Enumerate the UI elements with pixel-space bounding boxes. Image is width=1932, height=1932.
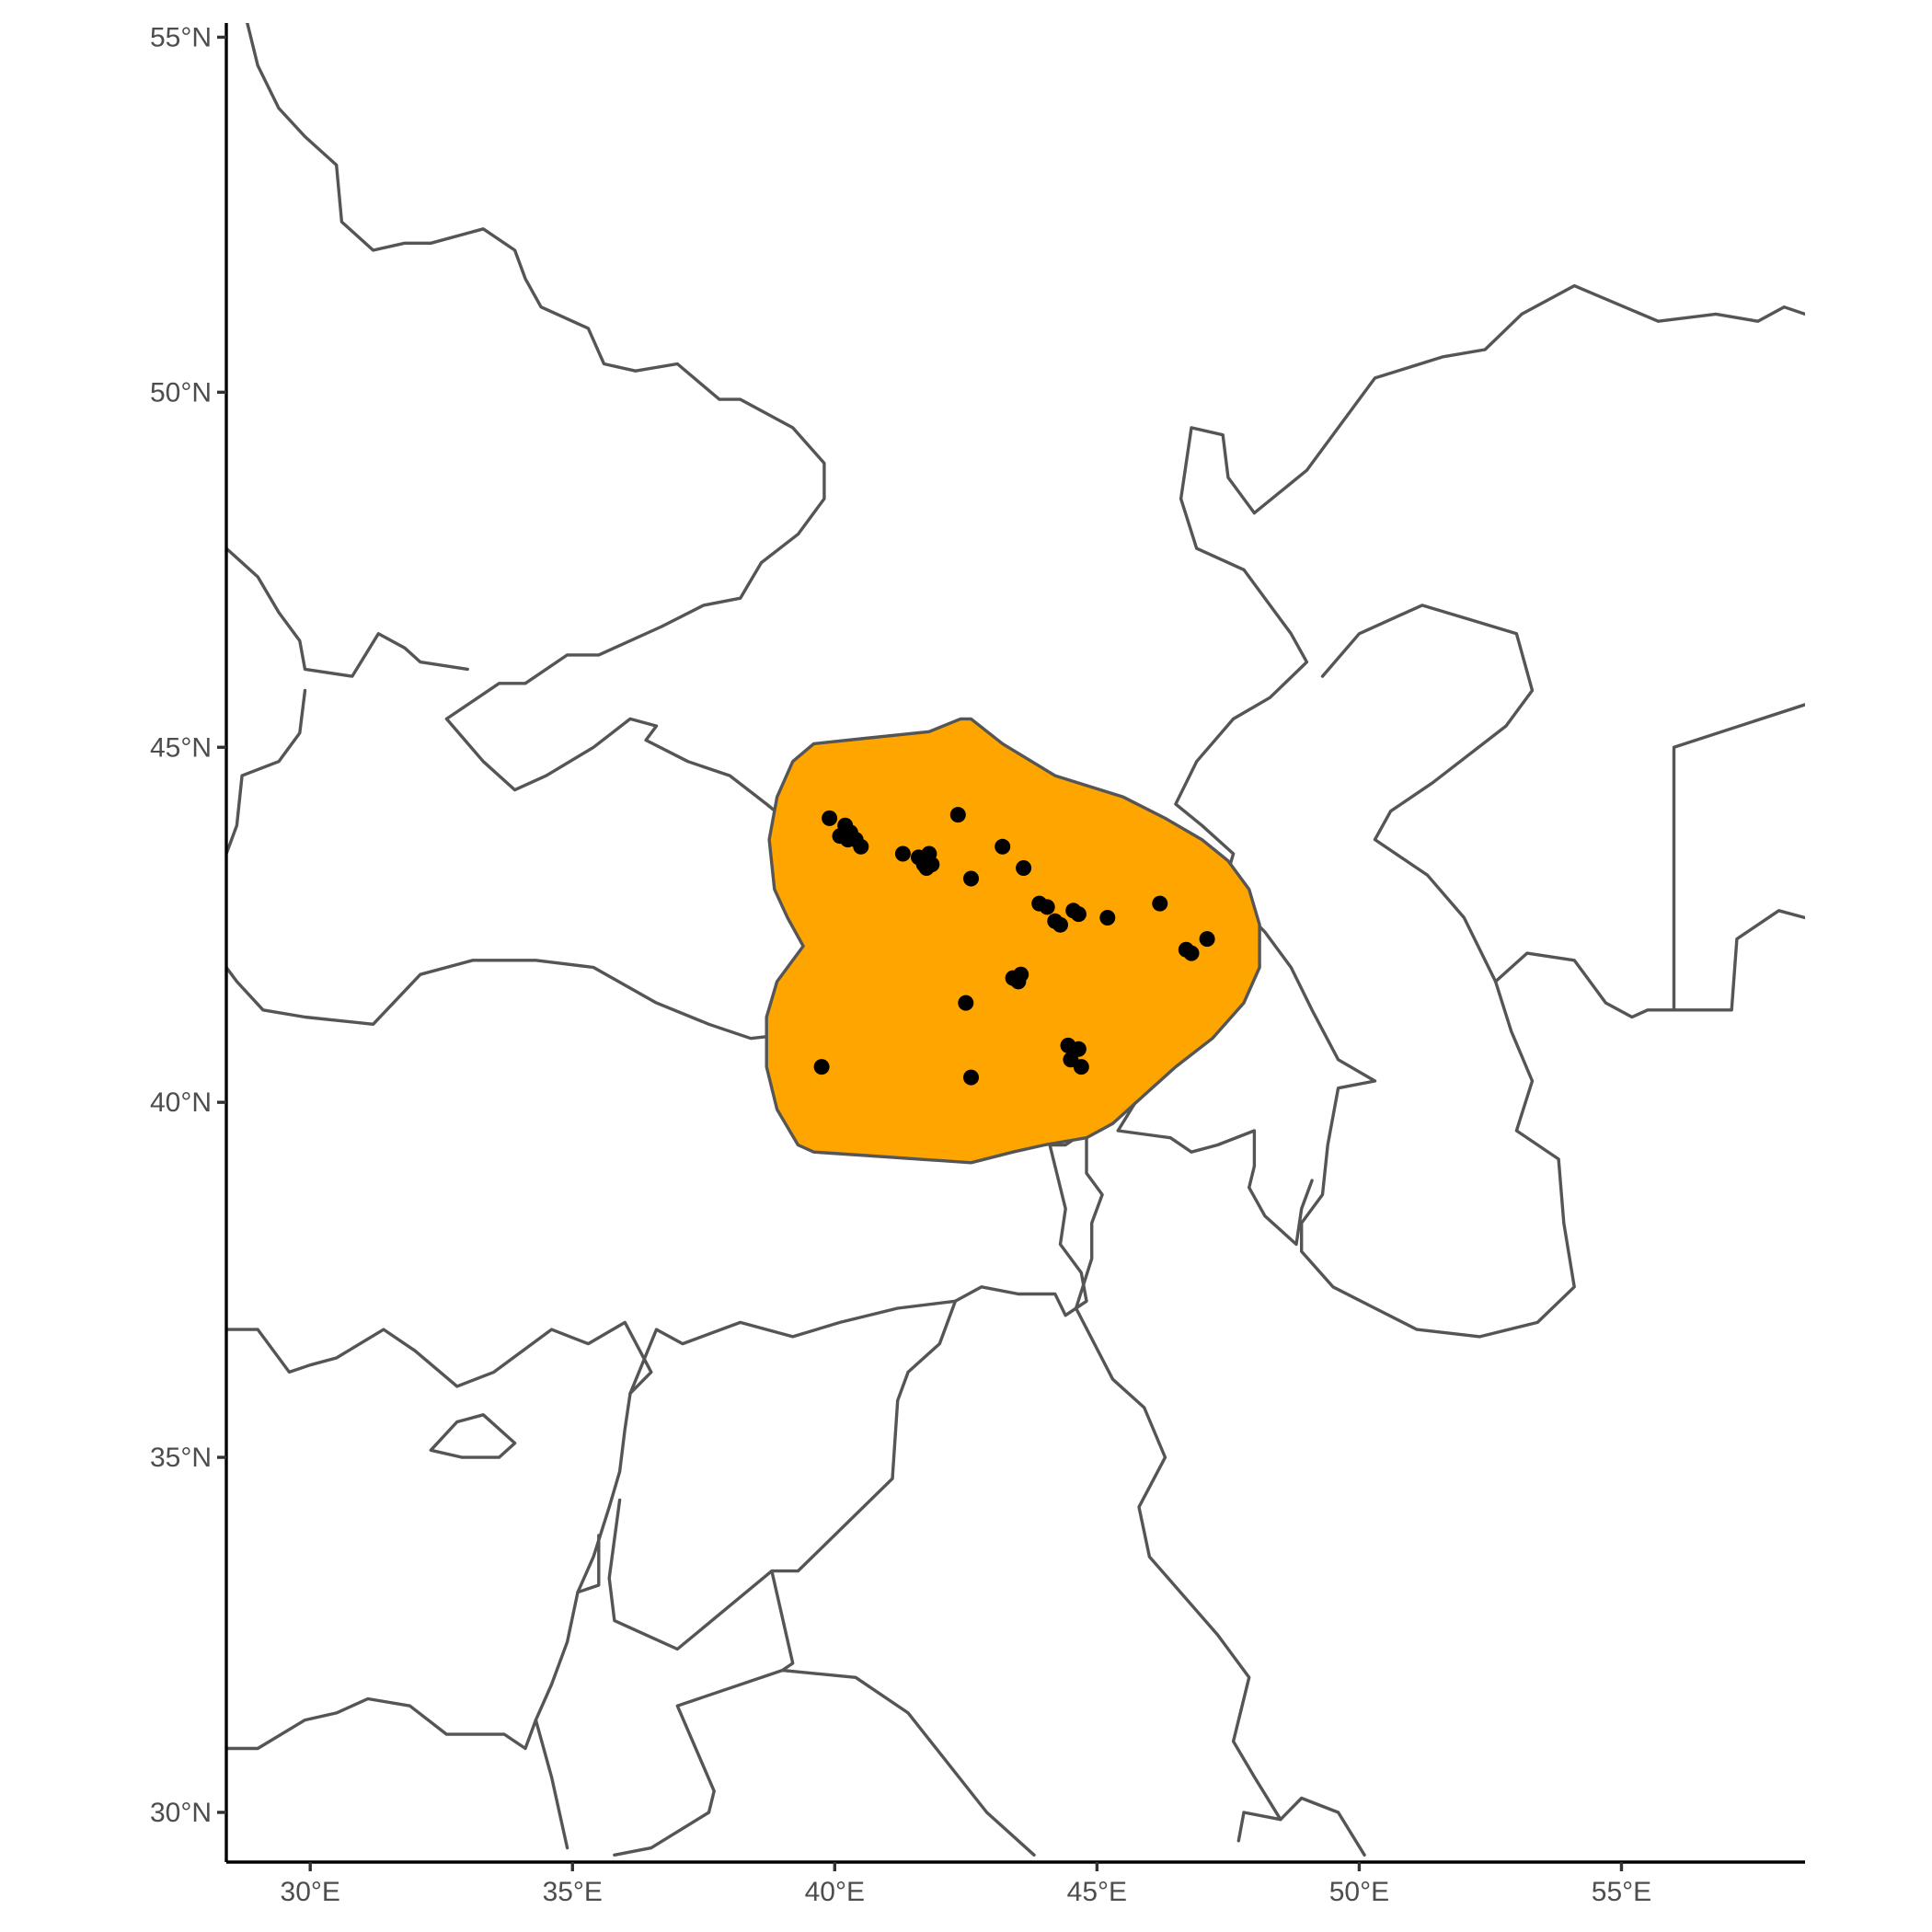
y-tick-label: 45°N — [150, 732, 212, 763]
border-line-15 — [1074, 1129, 1282, 1843]
x-tick-label: 55°E — [1592, 1877, 1651, 1907]
border-line-18 — [534, 1718, 569, 1850]
border-line-10 — [226, 1129, 1088, 1751]
x-tick-label: 30°E — [281, 1877, 340, 1907]
occurrence-point — [1039, 899, 1055, 915]
border-line-4 — [1320, 604, 1535, 983]
occurrence-point — [853, 838, 869, 855]
occurrence-point — [1099, 910, 1116, 926]
occurrence-point — [822, 810, 838, 826]
range-polygon — [765, 717, 1261, 1165]
occurrence-point — [894, 845, 911, 862]
occurrence-point — [1152, 895, 1168, 912]
border-line-17 — [576, 1534, 601, 1594]
border-line-14 — [780, 1668, 1036, 1857]
y-tick-label: 50°N — [150, 377, 212, 408]
occurrence-point — [1052, 916, 1068, 933]
border-line-6 — [1672, 909, 1805, 1012]
border-line-1 — [226, 546, 469, 678]
occurrence-points — [813, 807, 1215, 1086]
border-line-12 — [607, 1299, 958, 1651]
y-tick-label: 40°N — [150, 1087, 212, 1118]
occurrence-point — [995, 838, 1011, 855]
x-tick-label: 35°E — [543, 1877, 603, 1907]
border-line-7 — [1252, 283, 1805, 515]
border-line-11 — [226, 1320, 653, 1396]
country-borders — [226, 23, 1805, 1857]
x-tick-label: 45°E — [1067, 1877, 1127, 1907]
occurrence-point — [1010, 973, 1027, 990]
species-range-layer — [765, 717, 1261, 1165]
border-line-13 — [613, 1569, 795, 1857]
occurrence-point — [1016, 860, 1032, 876]
occurrence-point — [963, 870, 979, 887]
border-line-19 — [429, 1413, 517, 1459]
occurrence-point — [813, 1059, 830, 1075]
y-tick-label: 30°N — [150, 1798, 212, 1828]
occurrence-point — [1199, 931, 1215, 948]
occurrence-point — [958, 995, 974, 1011]
border-line-0 — [226, 23, 921, 1041]
occurrence-point — [1183, 945, 1200, 961]
x-tick-label: 50°E — [1329, 1877, 1389, 1907]
occurrence-point — [1073, 1059, 1089, 1075]
border-line-2 — [226, 688, 307, 856]
occurrence-point — [1070, 906, 1087, 923]
border-line-3 — [1174, 426, 1676, 1339]
border-line-5 — [1672, 703, 1805, 1012]
occurrence-point — [918, 860, 935, 876]
y-tick-label: 35°N — [150, 1443, 212, 1473]
x-tick-label: 40°E — [805, 1877, 865, 1907]
y-tick-label: 55°N — [150, 22, 212, 52]
axes: 30°E 35°E 40°E 45°E 50°E 55°E 30°N 35°N 40°N 45°N… — [150, 22, 1805, 1907]
occurrence-point — [949, 807, 966, 823]
border-line-16 — [1279, 1796, 1366, 1857]
occurrence-point — [963, 1069, 979, 1086]
